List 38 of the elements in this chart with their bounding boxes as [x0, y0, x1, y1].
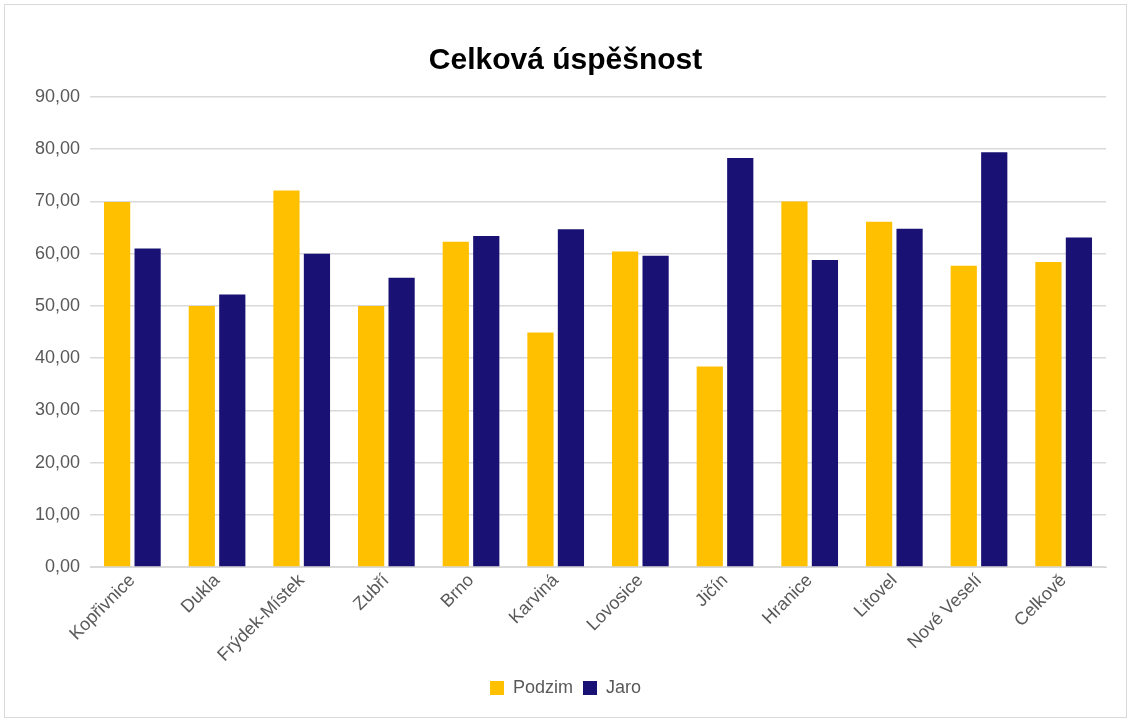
bar — [303, 253, 331, 567]
bar — [866, 221, 893, 567]
bar — [273, 190, 300, 567]
bar — [1065, 237, 1093, 567]
legend-label: Podzim — [512, 676, 574, 697]
bar — [896, 228, 923, 567]
bar — [781, 201, 808, 567]
bar — [811, 259, 839, 567]
bar — [950, 265, 977, 567]
y-tick-label: 60,00 — [35, 242, 81, 263]
y-tick-label: 50,00 — [35, 294, 81, 315]
bar — [388, 277, 415, 567]
chart-title: Celková úspěšnost — [428, 42, 703, 76]
legend-label: Jaro — [606, 676, 642, 697]
x-tick-label: Jičín — [691, 569, 732, 611]
bar — [188, 305, 215, 567]
y-tick-label: 10,00 — [35, 503, 81, 524]
bar — [612, 251, 639, 567]
y-tick-label: 20,00 — [35, 451, 81, 472]
y-tick-label: 70,00 — [35, 190, 81, 211]
bar — [1035, 262, 1062, 567]
bar — [134, 248, 161, 567]
bar — [358, 305, 385, 567]
y-tick-label: 90,00 — [35, 85, 81, 106]
bar — [642, 255, 669, 567]
bar — [473, 235, 500, 567]
y-tick-label: 30,00 — [35, 399, 81, 420]
bar — [557, 229, 585, 567]
y-tick-label: 80,00 — [35, 138, 81, 159]
bar — [442, 241, 469, 567]
bar — [727, 158, 754, 567]
y-tick-label: 40,00 — [35, 347, 81, 368]
bar — [696, 366, 723, 567]
bar — [527, 332, 554, 567]
bar — [104, 201, 131, 567]
bar — [219, 294, 246, 567]
bar — [981, 152, 1008, 567]
y-tick-label: 0,00 — [45, 556, 81, 577]
